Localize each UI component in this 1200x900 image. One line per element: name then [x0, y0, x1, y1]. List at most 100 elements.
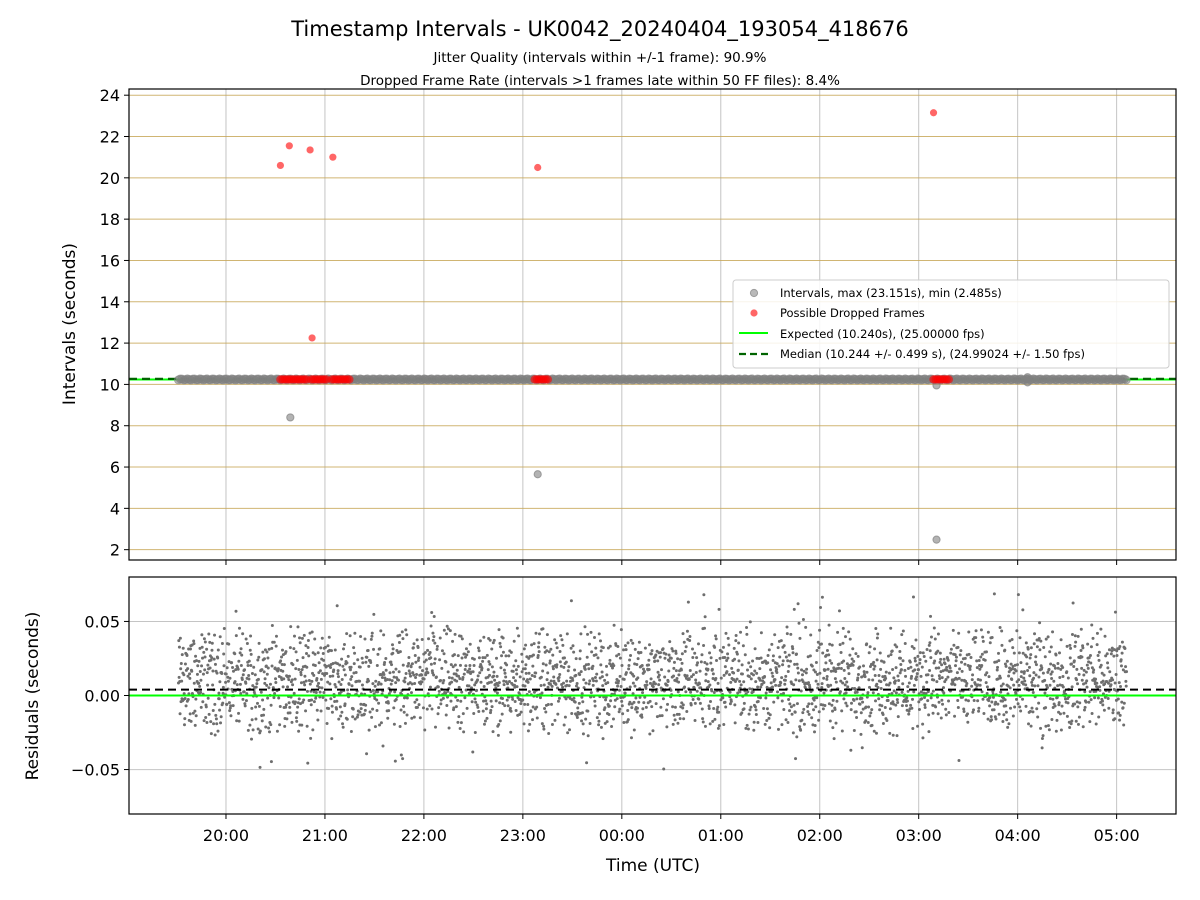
residual-point — [532, 642, 536, 646]
residual-point — [270, 624, 274, 628]
residual-point — [879, 680, 883, 684]
residual-point — [1036, 684, 1040, 688]
residual-point — [442, 678, 446, 682]
residual-point — [198, 646, 202, 650]
residual-point — [740, 663, 744, 667]
residual-point — [612, 623, 616, 627]
residual-point — [543, 707, 547, 711]
residual-point — [727, 673, 731, 677]
residual-point — [944, 677, 948, 681]
residual-point — [998, 676, 1002, 680]
residual-point — [218, 680, 222, 684]
residual-point — [830, 661, 834, 665]
residual-point — [392, 675, 396, 679]
residual-point — [415, 705, 419, 709]
residual-point — [770, 685, 774, 689]
residual-point — [463, 667, 467, 671]
residual-point — [1065, 714, 1069, 718]
residual-point — [432, 673, 436, 677]
residual-point — [383, 661, 387, 665]
residual-point — [751, 690, 755, 694]
residual-point — [637, 640, 641, 644]
residual-point — [309, 736, 313, 740]
residual-point — [640, 713, 644, 717]
residual-point — [1089, 698, 1093, 702]
residual-point — [875, 658, 879, 662]
residual-point — [589, 630, 593, 634]
residual-point — [477, 710, 481, 714]
residual-point — [933, 637, 937, 641]
residual-point — [979, 655, 983, 659]
residual-point — [1019, 661, 1023, 665]
residual-point — [891, 667, 895, 671]
residual-point — [263, 648, 267, 652]
residual-point — [1036, 715, 1040, 719]
residual-point — [1015, 629, 1019, 633]
residual-point — [874, 627, 878, 631]
residual-point — [484, 699, 488, 703]
residual-point — [882, 660, 886, 664]
residual-point — [565, 679, 569, 683]
residual-point — [470, 686, 474, 690]
residual-point — [531, 653, 535, 657]
residual-point — [1076, 682, 1080, 686]
residual-point — [849, 701, 853, 705]
residual-point — [802, 669, 806, 673]
residual-point — [817, 710, 821, 714]
residual-point — [1024, 683, 1028, 687]
residual-point — [282, 663, 286, 667]
residual-point — [301, 656, 305, 660]
residual-point — [581, 732, 585, 736]
residual-point — [515, 672, 519, 676]
residual-point — [978, 667, 982, 671]
residual-point — [671, 649, 675, 653]
residual-point — [455, 668, 459, 672]
residual-point — [860, 746, 864, 750]
residual-point — [631, 641, 635, 645]
residual-point — [328, 674, 332, 678]
residual-point — [382, 633, 386, 637]
residual-point — [640, 715, 644, 719]
residual-point — [262, 707, 266, 711]
residual-point — [200, 633, 204, 637]
residual-point — [601, 646, 605, 650]
residual-point — [491, 641, 495, 645]
residual-point — [1075, 678, 1079, 682]
residual-point — [183, 662, 187, 666]
residual-point — [822, 676, 826, 680]
residual-point — [1083, 690, 1087, 694]
residual-point — [413, 682, 417, 686]
residual-point — [693, 719, 697, 723]
residual-point — [310, 679, 314, 683]
residual-point — [370, 715, 374, 719]
residual-point — [561, 685, 565, 689]
residual-point — [1016, 593, 1020, 597]
residual-point — [930, 674, 934, 678]
residual-point — [482, 722, 486, 726]
residual-point — [338, 663, 342, 667]
residual-point — [842, 668, 846, 672]
residual-point — [476, 678, 480, 682]
residual-point — [339, 683, 343, 687]
residual-point — [977, 706, 981, 710]
residual-point — [847, 630, 851, 634]
residual-point — [457, 685, 461, 689]
residual-point — [1084, 700, 1088, 704]
residual-point — [509, 650, 513, 654]
residual-point — [385, 678, 389, 682]
residual-point — [628, 658, 632, 662]
residual-point — [185, 653, 189, 657]
residual-point — [778, 655, 782, 659]
residual-point — [898, 649, 902, 653]
residual-point — [1017, 683, 1021, 687]
residual-point — [495, 674, 499, 678]
residual-point — [703, 660, 707, 664]
residual-point — [248, 723, 252, 727]
residual-point — [756, 700, 760, 704]
residual-point — [793, 662, 797, 666]
residual-point — [1093, 679, 1097, 683]
residual-point — [186, 697, 190, 701]
residual-point — [213, 733, 217, 737]
residual-point — [1032, 676, 1036, 680]
residual-point — [1024, 641, 1028, 645]
